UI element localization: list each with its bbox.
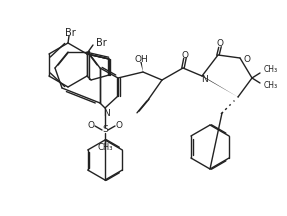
Text: S: S bbox=[102, 125, 108, 135]
Text: CH₃: CH₃ bbox=[264, 81, 278, 91]
Polygon shape bbox=[140, 62, 143, 72]
Text: Br: Br bbox=[65, 28, 75, 38]
Text: Br: Br bbox=[96, 38, 107, 48]
Text: CH₃: CH₃ bbox=[97, 143, 113, 152]
Text: CH₃: CH₃ bbox=[264, 65, 278, 75]
Text: OH: OH bbox=[134, 54, 148, 64]
Text: O: O bbox=[115, 121, 123, 130]
Text: O: O bbox=[181, 51, 189, 59]
Text: N: N bbox=[202, 75, 208, 84]
Text: N: N bbox=[104, 108, 110, 118]
Text: O: O bbox=[244, 56, 251, 65]
Text: O: O bbox=[88, 121, 94, 130]
Text: O: O bbox=[216, 40, 224, 49]
Polygon shape bbox=[201, 75, 238, 97]
